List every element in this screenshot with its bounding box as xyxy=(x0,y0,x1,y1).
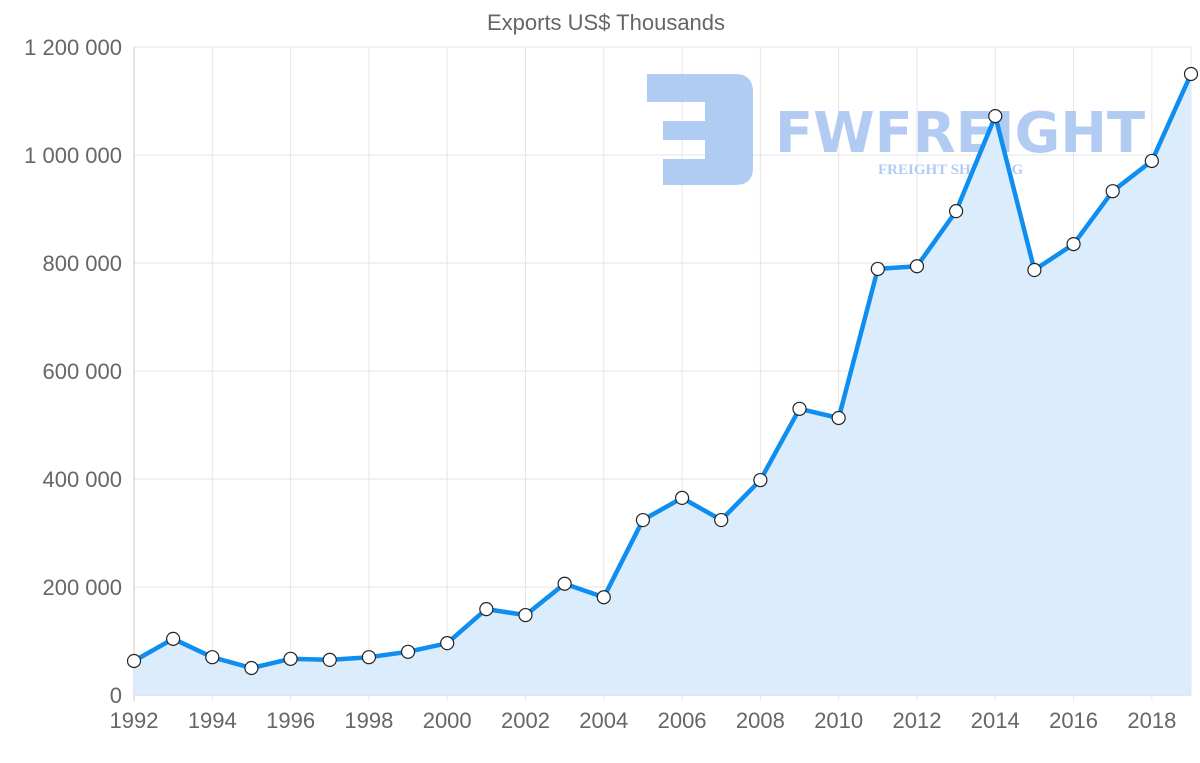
x-tick-label: 1998 xyxy=(344,708,393,733)
x-tick-label: 2012 xyxy=(892,708,941,733)
data-point-1998[interactable] xyxy=(361,650,376,665)
y-tick-label: 600 000 xyxy=(42,359,122,384)
data-point-1994[interactable] xyxy=(205,650,220,665)
data-point-1992[interactable] xyxy=(126,653,142,669)
watermark-brand: FWFREIGHT xyxy=(775,101,1145,166)
data-point-2015[interactable] xyxy=(1027,262,1042,278)
x-tick-label: 1994 xyxy=(188,708,237,733)
data-point-1993[interactable] xyxy=(166,631,181,646)
data-point-2005[interactable] xyxy=(635,512,651,528)
watermark-logo: FWFREIGHT FREIGHT SHIPPING xyxy=(647,74,1145,185)
y-tick-label: 800 000 xyxy=(42,251,122,276)
data-point-2013[interactable] xyxy=(949,204,964,219)
data-point-2001[interactable] xyxy=(479,602,494,617)
series-exports xyxy=(126,66,1199,695)
x-tick-label: 2006 xyxy=(658,708,707,733)
y-tick-label: 0 xyxy=(110,683,122,708)
data-point-1996[interactable] xyxy=(283,651,298,666)
data-point-2018[interactable] xyxy=(1144,153,1159,169)
chart-title: Exports US$ Thousands xyxy=(487,10,725,35)
y-tick-label: 1 000 000 xyxy=(24,143,122,168)
data-point-2019[interactable] xyxy=(1183,66,1199,82)
y-tick-label: 1 200 000 xyxy=(24,35,122,60)
data-point-2017[interactable] xyxy=(1105,184,1120,199)
y-tick-label: 200 000 xyxy=(42,575,122,600)
data-point-2009[interactable] xyxy=(792,401,807,416)
data-point-2002[interactable] xyxy=(518,607,533,623)
series-area xyxy=(134,74,1191,695)
data-point-1997[interactable] xyxy=(322,652,337,668)
x-tick-label: 2014 xyxy=(971,708,1020,733)
x-tick-label: 1992 xyxy=(110,708,159,733)
data-point-2016[interactable] xyxy=(1066,237,1081,252)
data-point-2011[interactable] xyxy=(870,261,885,277)
data-point-2004[interactable] xyxy=(596,590,611,605)
x-tick-label: 2002 xyxy=(501,708,550,733)
data-point-2012[interactable] xyxy=(909,259,925,274)
data-point-2006[interactable] xyxy=(674,490,690,505)
data-point-2008[interactable] xyxy=(753,472,768,488)
axes: 0 200 000 400 000 600 000 800 000 1 000 000 1 … xyxy=(24,35,1176,733)
data-point-2000[interactable] xyxy=(440,636,455,651)
x-tick-label: 2010 xyxy=(814,708,863,733)
data-point-1999[interactable] xyxy=(400,644,416,659)
x-tick-label: 1996 xyxy=(266,708,315,733)
data-point-2010[interactable] xyxy=(831,410,846,426)
data-point-2014[interactable] xyxy=(988,109,1003,124)
data-point-2003[interactable] xyxy=(557,576,572,591)
data-point-1995[interactable] xyxy=(244,660,259,676)
data-point-2007[interactable] xyxy=(714,512,729,528)
x-tick-label: 2008 xyxy=(736,708,785,733)
x-tick-label: 2016 xyxy=(1049,708,1098,733)
x-tick-label: 2000 xyxy=(423,708,472,733)
x-tick-label: 2018 xyxy=(1127,708,1176,733)
y-tick-label: 400 000 xyxy=(42,467,122,492)
logo-mark xyxy=(647,74,753,185)
x-tick-label: 2004 xyxy=(579,708,628,733)
series-line xyxy=(132,73,1194,671)
